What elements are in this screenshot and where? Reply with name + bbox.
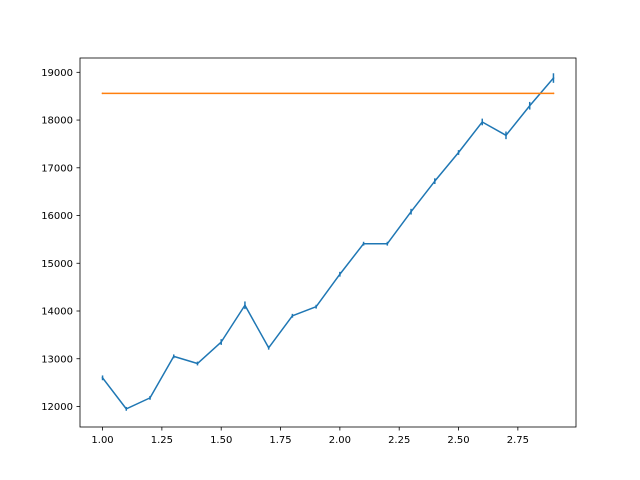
data-point — [149, 397, 151, 399]
y-tick-label: 12000 — [41, 402, 73, 413]
axes-frame — [79, 57, 577, 428]
x-tick-label: 1.25 — [151, 435, 173, 446]
data-point — [244, 304, 246, 307]
data-point — [410, 210, 412, 213]
data-point — [339, 273, 341, 276]
y-tick-label: 13000 — [41, 354, 73, 365]
x-tick-label: 1.00 — [91, 435, 113, 446]
y-tick-label: 19000 — [41, 68, 73, 79]
data-point — [386, 242, 389, 245]
data-point — [362, 242, 365, 245]
data-point — [552, 77, 555, 79]
data-point — [291, 314, 294, 317]
y-tick-label: 14000 — [41, 307, 73, 318]
x-tick-label: 2.50 — [447, 435, 469, 446]
data-point — [315, 305, 317, 308]
x-tick-label: 2.75 — [507, 435, 529, 446]
data-point — [528, 104, 531, 107]
series-line-1 — [101, 76, 555, 410]
data-point — [457, 151, 460, 154]
data-point — [552, 92, 555, 95]
y-tick-label: 15000 — [41, 259, 73, 270]
data-point — [220, 341, 223, 343]
plot-area — [101, 73, 555, 411]
data-point — [433, 180, 436, 182]
data-point — [101, 92, 104, 95]
x-tick-label: 1.75 — [269, 435, 291, 446]
x-tick-label: 2.25 — [388, 435, 410, 446]
data-point — [172, 355, 175, 358]
data-point — [481, 121, 484, 123]
y-tick-label: 16000 — [41, 211, 73, 222]
data-point — [125, 408, 128, 410]
axes: 1.00 1.25 1.50 1.75 2.00 2.25 2.50 2.75 12000 130… — [41, 57, 577, 446]
data-point — [505, 134, 507, 137]
data-point — [267, 346, 270, 349]
data-point — [196, 362, 199, 365]
data-point — [101, 377, 104, 379]
y-tick-label: 18000 — [41, 116, 73, 127]
x-tick-label: 1.50 — [210, 435, 232, 446]
y-tick-label: 17000 — [41, 163, 73, 174]
x-tick-label: 2.00 — [329, 435, 351, 446]
